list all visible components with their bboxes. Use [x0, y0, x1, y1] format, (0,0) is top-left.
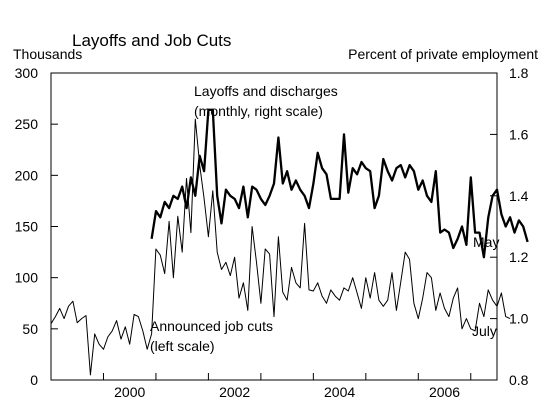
layoffs-line	[150, 108, 529, 259]
x-tick-label: 2004	[324, 384, 355, 400]
right-axis-label: Percent of private employment	[348, 46, 538, 62]
x-tick-label: 2002	[219, 384, 250, 400]
left-tick-label: 200	[15, 167, 39, 183]
x-tick-label: 2006	[429, 384, 460, 400]
layoffs-annotation-line2: (monthly, right scale)	[194, 103, 323, 119]
right-tick-label: 1.4	[509, 188, 529, 204]
layoffs-annotation-line1: Layoffs and discharges	[194, 83, 338, 99]
job-cuts-line	[50, 118, 511, 376]
right-tick-label: 1.8	[509, 65, 529, 81]
cuts-end-label: July	[472, 323, 497, 339]
right-tick-label: 0.8	[509, 372, 529, 388]
cuts-annotation-line2: (left scale)	[150, 338, 215, 354]
left-tick-label: 50	[22, 321, 38, 337]
plot-frame	[50, 72, 498, 381]
right-tick-label: 1.2	[509, 249, 529, 265]
left-axis-label: Thousands	[13, 46, 82, 62]
left-tick-label: 300	[15, 65, 39, 81]
right-tick-label: 1.0	[509, 311, 529, 327]
left-tick-label: 100	[15, 270, 39, 286]
x-tick-label: 2000	[114, 384, 145, 400]
cuts-annotation-line1: Announced job cuts	[150, 318, 273, 334]
left-tick-label: 0	[30, 372, 38, 388]
left-axis: 0 50 100 150 200 250 300	[15, 65, 58, 388]
layoffs-end-label: May	[473, 234, 499, 250]
series-group	[50, 108, 529, 376]
right-axis: 0.8 1.0 1.2 1.4 1.6 1.8	[490, 65, 529, 388]
left-tick-label: 250	[15, 116, 39, 132]
chart-title: Layoffs and Job Cuts	[72, 31, 231, 50]
right-tick-label: 1.6	[509, 126, 529, 142]
left-tick-label: 150	[15, 219, 39, 235]
x-axis: 2000 2002 2004 2006	[50, 373, 472, 400]
